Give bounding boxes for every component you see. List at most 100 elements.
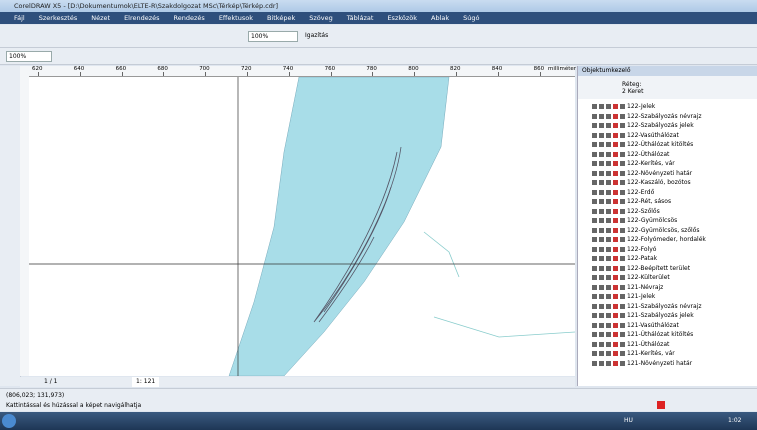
- menu-item[interactable]: Elrendezés: [124, 14, 160, 22]
- layer-icon: [620, 303, 625, 309]
- layer-icon: [592, 227, 597, 233]
- layer-icon: [592, 341, 597, 347]
- menu-item[interactable]: Ablak: [431, 14, 450, 22]
- layer-row[interactable]: 122-Szabályozás névrajz: [592, 112, 702, 121]
- layer-icon: [620, 132, 625, 138]
- page-tab[interactable]: 1: 121: [132, 377, 160, 387]
- docker-title: Objektumkezelő: [578, 66, 757, 76]
- layer-row[interactable]: 122-Folyómeder, hordalék: [592, 235, 706, 244]
- layer-icon: [613, 303, 618, 309]
- layer-row[interactable]: 121-Úthálózat: [592, 340, 669, 349]
- layer-icon: [599, 208, 604, 214]
- layer-row[interactable]: 122-Vasúthálózat: [592, 131, 679, 140]
- layer-icon: [620, 227, 625, 233]
- layer-row[interactable]: 122-Gyümölcsös, szőlős: [592, 226, 699, 235]
- ruler-unit: milliméter: [548, 66, 577, 72]
- layer-name: 121-Névrajz: [627, 283, 664, 291]
- layer-icon: [606, 113, 611, 119]
- canvas[interactable]: [29, 77, 575, 376]
- page-count: 1 / 1: [44, 378, 58, 385]
- ruler-tick: [497, 72, 499, 76]
- layer-icon: [620, 294, 625, 299]
- layer-icon: [592, 132, 597, 138]
- status-bar: (806,023; 131,973) Kattintással és húzás…: [0, 388, 757, 411]
- ruler-tick: [121, 72, 123, 76]
- zoom-box[interactable]: 100%: [248, 31, 298, 42]
- layer-icon: [592, 170, 597, 176]
- menu-item[interactable]: Eszközök: [387, 14, 418, 22]
- layer-row[interactable]: 122-Kerítés, vár: [592, 159, 675, 168]
- layer-icon: [592, 303, 597, 309]
- layer-row[interactable]: 122-Patak: [592, 254, 657, 263]
- layer-icon: [599, 227, 604, 233]
- ruler-label: 780: [366, 66, 377, 72]
- layer-row[interactable]: 122-Gyümölcsös: [592, 216, 677, 225]
- layer-icon: [599, 303, 604, 309]
- layer-row[interactable]: 122-Úthálózat kitöltés: [592, 140, 693, 149]
- layer-icon: [599, 199, 604, 204]
- layer-icon: [613, 313, 618, 318]
- layer-icon: [592, 123, 597, 128]
- menu-item[interactable]: Effektusok: [218, 14, 253, 22]
- layer-row[interactable]: 121-Jelek: [592, 292, 655, 301]
- layer-name: 122-Beépített terület: [627, 264, 691, 272]
- layer-icon: [592, 237, 597, 242]
- layer-row[interactable]: 122-Kaszáló, bozótos: [592, 178, 691, 187]
- layer-row[interactable]: 122-Folyó: [592, 245, 656, 254]
- layer-icon: [620, 170, 625, 176]
- layer-icon: [620, 104, 625, 109]
- menu-item[interactable]: Táblázat: [346, 14, 374, 22]
- layer-icon: [620, 313, 625, 318]
- menu-item[interactable]: Nézet: [91, 14, 111, 22]
- layer-icon: [613, 208, 618, 214]
- layer-row[interactable]: 122-Külterület: [592, 273, 670, 282]
- layer-icon: [606, 284, 611, 290]
- layer-row[interactable]: 121-Névrajz: [592, 283, 663, 292]
- layer-row[interactable]: 122-Szabályozás jelek: [592, 121, 694, 130]
- layer-icon: [592, 332, 597, 337]
- layer-icon: [620, 332, 625, 337]
- layer-row[interactable]: 121-Szabályozás névrajz: [592, 302, 702, 311]
- align-button[interactable]: Igazítás: [305, 32, 329, 39]
- layer-row[interactable]: 121-Szabályozás jelek: [592, 311, 694, 320]
- layer-icon: [620, 284, 625, 290]
- layer-icon: [606, 218, 611, 223]
- layer-icon: [599, 322, 604, 328]
- layer-row[interactable]: 122-Úthálózat: [592, 150, 669, 159]
- menu-item[interactable]: Bitképek: [266, 14, 296, 22]
- layer-row[interactable]: 122-Jelek: [592, 102, 655, 111]
- layer-icon: [613, 151, 618, 157]
- layer-icon: [620, 189, 625, 195]
- layer-icon: [599, 332, 604, 337]
- layer-icon: [592, 246, 597, 252]
- layer-icon: [606, 170, 611, 176]
- layer-icon: [620, 161, 625, 166]
- layer-row[interactable]: 121-Úthálózat kitöltés: [592, 330, 693, 339]
- layer-icon: [592, 113, 597, 119]
- layer-row[interactable]: 122-Beépített terület: [592, 264, 690, 273]
- layer-row[interactable]: 122-Rét, sásos: [592, 197, 671, 206]
- layer-icon: [592, 104, 597, 109]
- layer-row[interactable]: 121-Kerítés, vár: [592, 349, 675, 358]
- layer-icon: [613, 284, 618, 290]
- menu-item[interactable]: Szerkesztés: [38, 14, 78, 22]
- menu-item[interactable]: Fájl: [14, 14, 25, 22]
- layer-row[interactable]: 122-Erdő: [592, 188, 654, 197]
- ruler-tick: [79, 72, 81, 76]
- layer-row[interactable]: 121-Növényzeti határ: [592, 359, 692, 368]
- menu-item[interactable]: Rendezés: [173, 14, 205, 22]
- ruler-tick: [247, 72, 248, 76]
- layer-name: 122-Folyó: [627, 245, 657, 253]
- zoom-box[interactable]: 100%: [6, 51, 52, 62]
- layer-icon: [620, 265, 625, 271]
- status-hint: Kattintással és húzással a képet navigál…: [6, 402, 142, 409]
- ruler-tick: [38, 72, 39, 76]
- layer-row[interactable]: 122-Növényzeti határ: [592, 169, 692, 178]
- layer-row[interactable]: 121-Vasúthálózat: [592, 321, 679, 330]
- start-button[interactable]: [2, 414, 16, 428]
- menu-item[interactable]: Súgó: [463, 14, 480, 22]
- layer-row[interactable]: 122-Szőlős: [592, 207, 660, 216]
- layer-icon: [592, 189, 597, 195]
- menu-item[interactable]: Szöveg: [309, 14, 333, 22]
- fill-swatch: [657, 401, 665, 409]
